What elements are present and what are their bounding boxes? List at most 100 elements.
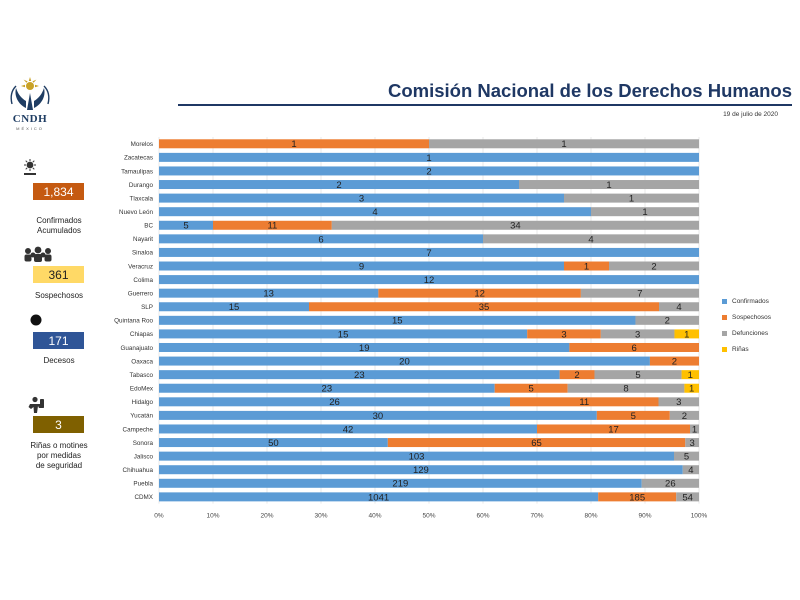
bar-segment xyxy=(690,424,699,434)
bar-segment xyxy=(159,492,599,502)
data-label: 1 xyxy=(606,180,611,191)
x-tick-label: 80% xyxy=(584,513,597,520)
x-tick-label: 30% xyxy=(314,513,327,520)
category-label: Sinaloa xyxy=(132,250,154,257)
data-label: 15 xyxy=(338,329,349,340)
data-label: 1 xyxy=(642,207,647,218)
bar-segment xyxy=(594,370,682,380)
category-label: Guerrero xyxy=(128,290,154,297)
data-label: 11 xyxy=(267,221,277,232)
bar-segment xyxy=(569,342,699,352)
bar-segment xyxy=(331,220,699,230)
bar-segment xyxy=(159,261,564,271)
bar-segment xyxy=(659,302,699,312)
data-label: 1041 xyxy=(368,492,389,503)
category-label: Tabasco xyxy=(130,372,154,379)
x-tick-label: 50% xyxy=(422,513,435,520)
category-label: Sonora xyxy=(133,440,154,447)
suspected-label: Sospechosos xyxy=(34,291,84,300)
chart-legend: Confirmados Sospechosos Defunciones Riñas xyxy=(722,293,771,357)
data-label: 1 xyxy=(688,370,693,381)
data-label: 15 xyxy=(392,316,403,327)
bar-segment xyxy=(564,193,699,203)
bar-segment xyxy=(159,166,699,176)
category-label: Jalisco xyxy=(134,453,154,460)
legend-item: Riñas xyxy=(722,341,771,357)
x-tick-label: 40% xyxy=(368,513,381,520)
category-label: Colima xyxy=(133,277,153,284)
bar-segment xyxy=(559,370,595,380)
bar-segment xyxy=(159,180,519,190)
data-label: 65 xyxy=(531,438,542,449)
confirmed-label-line1: Confirmados xyxy=(36,216,82,225)
data-label: 129 xyxy=(413,465,429,476)
data-label: 1 xyxy=(584,261,589,272)
x-tick-label: 10% xyxy=(206,513,219,520)
bar-segment xyxy=(159,410,597,420)
data-label: 9 xyxy=(359,261,364,272)
x-tick-label: 0% xyxy=(154,513,164,520)
category-label: EdoMex xyxy=(130,386,154,393)
data-label: 7 xyxy=(426,248,431,259)
data-label: 1 xyxy=(629,194,634,205)
data-label: 19 xyxy=(359,343,370,354)
bar-segment xyxy=(674,451,699,461)
bar-segment xyxy=(159,383,495,393)
data-label: 2 xyxy=(574,370,579,381)
data-label: 30 xyxy=(373,411,384,422)
bar-segment xyxy=(159,302,309,312)
category-label: Tamaulipas xyxy=(121,168,153,175)
legend-label: Sospechosos xyxy=(732,313,772,321)
stacked-bar-chart: 0% 10% 20% 30% 40% 50% 60% 70% 80% 90% 100% Morelos… xyxy=(114,137,708,520)
category-label: Tlaxcala xyxy=(130,195,154,202)
bar-segment xyxy=(159,438,388,448)
bar-segment xyxy=(681,370,699,380)
legend-item: Confirmados xyxy=(722,293,771,309)
data-label: 5 xyxy=(631,411,636,422)
category-label: Yucatán xyxy=(130,413,153,420)
bar-segment xyxy=(159,288,379,298)
category-label: SLP xyxy=(141,304,153,311)
bar-segment xyxy=(159,397,510,407)
data-label: 5 xyxy=(183,221,188,232)
bar-segment xyxy=(596,410,670,420)
bar-segment xyxy=(537,424,690,434)
report-date: 19 de julio de 2020 xyxy=(723,111,778,118)
legend-swatch xyxy=(722,298,727,304)
data-label: 2 xyxy=(665,316,670,327)
bar-segment xyxy=(676,492,699,502)
data-label: 3 xyxy=(359,194,364,205)
black-dot-icon xyxy=(30,314,42,326)
bar-segment xyxy=(483,234,699,244)
data-label: 3 xyxy=(689,438,694,449)
category-label: CDMX xyxy=(134,494,153,501)
category-label: Durango xyxy=(129,182,154,189)
bar-segment xyxy=(658,397,699,407)
category-label: Nuevo León xyxy=(119,209,153,216)
riots-count: 3 xyxy=(33,416,84,433)
bar-segment xyxy=(564,261,609,271)
x-tick-label: 60% xyxy=(476,513,489,520)
category-label: Chiapas xyxy=(130,331,153,338)
bar-segment xyxy=(159,234,483,244)
title-underline xyxy=(178,104,792,106)
data-label: 3 xyxy=(635,329,640,340)
category-label: Guanajuato xyxy=(120,345,153,352)
data-label: 4 xyxy=(676,302,681,313)
category-label: Chihuahua xyxy=(123,467,154,474)
x-tick-label: 20% xyxy=(260,513,273,520)
riots-label-line2: por medidas xyxy=(36,451,82,460)
riots-label: Riñas o motines por medidas de seguridad xyxy=(18,441,100,471)
category-label: Nayarit xyxy=(133,236,153,243)
bar-segment xyxy=(159,275,699,285)
data-label: 12 xyxy=(424,275,435,286)
bar-segment xyxy=(429,139,699,149)
people-group-icon xyxy=(24,246,52,262)
data-label: 2 xyxy=(336,180,341,191)
bar-segment xyxy=(674,329,699,339)
bar-segment xyxy=(159,465,683,475)
data-label: 3 xyxy=(561,329,566,340)
confirmed-label-line2: Acumulados xyxy=(36,226,82,235)
bar-segment xyxy=(159,424,537,434)
bar-segment xyxy=(519,180,699,190)
